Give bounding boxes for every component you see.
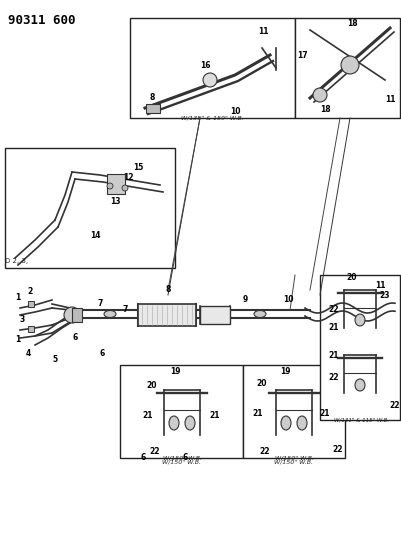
Text: 10: 10: [282, 295, 292, 304]
Text: 14: 14: [89, 230, 100, 239]
Ellipse shape: [354, 314, 364, 326]
Text: 2: 2: [27, 287, 32, 296]
Text: 6: 6: [99, 349, 104, 358]
Text: 18: 18: [319, 106, 330, 115]
Circle shape: [64, 307, 80, 323]
Text: 8: 8: [149, 93, 154, 102]
Text: 20: 20: [146, 381, 157, 390]
Bar: [138, 304, 196, 326]
Bar: [200, 306, 229, 324]
Text: 11: 11: [257, 28, 267, 36]
Text: 19: 19: [169, 367, 180, 376]
Bar: [120, 365, 242, 458]
Ellipse shape: [354, 379, 364, 391]
Text: 6: 6: [72, 333, 77, 342]
Text: 7: 7: [122, 305, 128, 314]
Circle shape: [340, 56, 358, 74]
Bar: [130, 18, 294, 118]
Text: 22: 22: [259, 448, 269, 456]
Text: W/150" W.B.: W/150" W.B.: [274, 460, 313, 465]
Ellipse shape: [296, 416, 306, 430]
Text: 3: 3: [19, 316, 24, 325]
Text: 1: 1: [15, 335, 20, 344]
Text: 11: 11: [374, 280, 384, 289]
Text: D 2, 3,: D 2, 3,: [5, 258, 28, 264]
Text: 21: 21: [328, 324, 338, 333]
Text: 23: 23: [379, 290, 389, 300]
Text: 21: 21: [319, 408, 330, 417]
Ellipse shape: [168, 416, 178, 430]
Text: 21: 21: [252, 408, 263, 417]
Bar: [72, 308, 82, 322]
Circle shape: [312, 88, 326, 102]
Text: 22: 22: [328, 305, 338, 314]
Bar: [319, 275, 399, 420]
Text: W/150" W.B.: W/150" W.B.: [162, 460, 201, 465]
Text: 6: 6: [140, 454, 145, 463]
Bar: [28, 301, 34, 307]
Text: 17: 17: [296, 51, 306, 60]
Text: 19: 19: [279, 367, 290, 376]
Ellipse shape: [280, 416, 290, 430]
Bar: [28, 326, 34, 332]
Text: 6: 6: [182, 454, 187, 463]
Circle shape: [122, 185, 128, 191]
Circle shape: [107, 183, 113, 189]
Bar: [146, 104, 160, 113]
Text: 1: 1: [15, 294, 20, 303]
Text: 15: 15: [132, 164, 143, 173]
Text: 21: 21: [209, 410, 220, 419]
Text: 5: 5: [52, 356, 57, 365]
Text: 22: 22: [328, 374, 338, 383]
Ellipse shape: [184, 416, 194, 430]
Text: 20: 20: [256, 378, 267, 387]
Text: 22: 22: [332, 446, 342, 455]
Text: W/131" & 115" W.B.: W/131" & 115" W.B.: [334, 417, 389, 422]
Text: 12: 12: [122, 174, 133, 182]
Text: 7: 7: [97, 298, 102, 308]
Bar: [294, 18, 399, 118]
Text: 90311 600: 90311 600: [8, 14, 75, 27]
Text: 4: 4: [25, 349, 30, 358]
Circle shape: [203, 73, 217, 87]
Text: 21: 21: [328, 351, 338, 359]
Ellipse shape: [104, 311, 116, 318]
Ellipse shape: [253, 311, 265, 318]
Text: 13: 13: [109, 198, 120, 206]
Text: W/135" & 159" W.B.: W/135" & 159" W.B.: [180, 115, 243, 120]
Text: 16: 16: [199, 61, 210, 69]
Text: W/150" W.B.: W/150" W.B.: [275, 455, 314, 460]
Bar: [242, 365, 344, 458]
Text: 22: 22: [150, 448, 160, 456]
Text: 10: 10: [229, 108, 240, 117]
Text: 21: 21: [142, 410, 153, 419]
Text: 18: 18: [346, 20, 356, 28]
Text: 8: 8: [165, 286, 170, 295]
Text: W/150" W.B.: W/150" W.B.: [163, 455, 202, 460]
Text: 20: 20: [346, 273, 356, 282]
Bar: [5, 148, 174, 268]
Text: 22: 22: [389, 400, 399, 409]
Text: 11: 11: [384, 95, 394, 104]
Text: 9: 9: [242, 295, 247, 304]
Bar: [107, 174, 125, 194]
